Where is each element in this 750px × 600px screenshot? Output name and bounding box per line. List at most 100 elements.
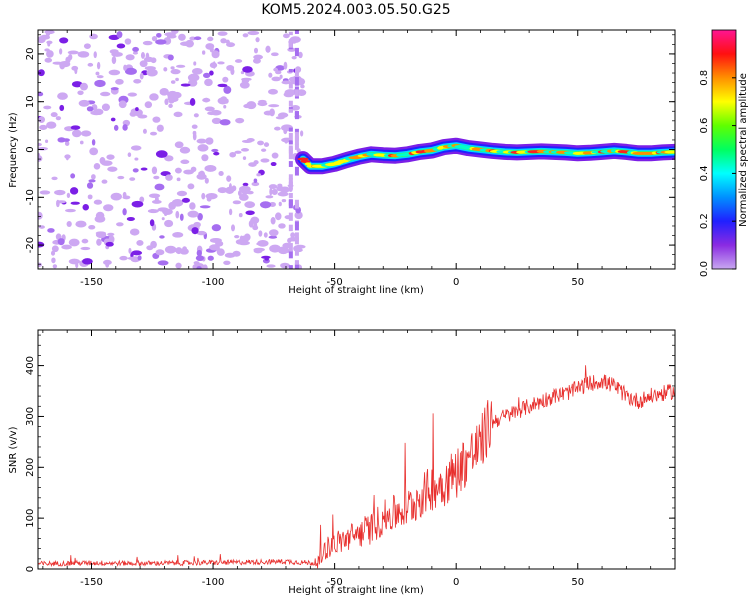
noise-blob xyxy=(234,150,242,154)
noise-blob xyxy=(213,151,220,156)
noise-blob xyxy=(283,61,288,70)
noise-blob xyxy=(71,81,83,88)
noise-blob xyxy=(156,32,162,38)
noise-blob xyxy=(122,191,127,199)
noise-stripe xyxy=(288,100,293,107)
snr-xlabel: Height of straight line (km) xyxy=(288,585,424,596)
noise-blob xyxy=(196,230,207,236)
noise-blob xyxy=(117,175,125,180)
x-tick-label: 0 xyxy=(453,577,459,588)
noise-blob xyxy=(77,51,90,58)
noise-blob xyxy=(269,244,281,253)
noise-blob xyxy=(189,98,196,106)
noise-blob xyxy=(134,157,139,161)
y-tick-label: 400 xyxy=(25,356,36,375)
noise-blob xyxy=(241,77,252,81)
noise-blob xyxy=(209,62,218,69)
noise-blob xyxy=(124,67,137,75)
signal-hotspot xyxy=(664,150,675,154)
snr-panel: -150 -100 -50 0 50 0 100 200 300 400 Height of st… xyxy=(8,329,676,596)
noise-blob xyxy=(107,166,118,172)
noise-blob xyxy=(51,176,58,181)
noise-blob xyxy=(77,90,84,96)
noise-blob xyxy=(226,42,236,48)
noise-stripe xyxy=(288,192,293,199)
noise-blob xyxy=(265,195,274,199)
noise-blob xyxy=(239,185,251,193)
y-tick-label: 0 xyxy=(25,146,36,152)
noise-blob xyxy=(268,104,280,108)
noise-blob xyxy=(159,88,169,96)
noise-blob xyxy=(270,162,277,167)
noise-blob xyxy=(172,200,179,204)
noise-blob xyxy=(139,72,144,80)
noise-blob xyxy=(204,78,213,87)
noise-blob xyxy=(271,52,279,57)
noise-blob xyxy=(250,216,260,224)
noise-blob xyxy=(159,235,165,239)
noise-blob xyxy=(240,148,250,152)
noise-blob xyxy=(167,90,178,99)
noise-blob xyxy=(189,202,196,210)
noise-stripe xyxy=(288,108,293,113)
colorbar-tick-label: 0.6 xyxy=(699,118,710,134)
noise-stripe xyxy=(288,132,293,141)
noise-blob xyxy=(206,196,212,202)
noise-blob xyxy=(124,38,132,45)
noise-blob xyxy=(242,156,247,161)
noise-blob xyxy=(277,191,289,197)
noise-stripe xyxy=(294,89,299,97)
noise-blob xyxy=(257,140,264,146)
noise-blob xyxy=(163,67,168,72)
x-tick-label: -50 xyxy=(326,277,342,288)
noise-blob xyxy=(170,69,181,75)
noise-blob xyxy=(150,131,158,136)
noise-blob xyxy=(253,160,259,165)
noise-blob xyxy=(244,201,256,209)
noise-blob xyxy=(201,192,206,200)
noise-blob xyxy=(231,224,236,232)
noise-blob xyxy=(164,155,174,162)
noise-blob xyxy=(164,98,169,106)
spectrogram-ylabel: Frequency (Hz) xyxy=(8,112,19,188)
noise-blob xyxy=(93,51,97,59)
noise-blob xyxy=(255,37,260,43)
noise-blob xyxy=(62,138,70,142)
noise-blob xyxy=(47,228,55,233)
x-tick-label: 50 xyxy=(571,277,584,288)
noise-blob xyxy=(240,71,245,75)
noise-blob xyxy=(180,159,190,164)
noise-blob xyxy=(232,250,241,257)
noise-blob xyxy=(38,241,45,248)
y-tick-label: -10 xyxy=(25,189,36,205)
noise-blob xyxy=(122,208,127,216)
noise-blob xyxy=(64,140,70,146)
noise-blob xyxy=(164,245,177,254)
noise-blob xyxy=(242,33,249,38)
noise-blob xyxy=(79,82,88,91)
noise-blob xyxy=(45,30,51,37)
noise-blob xyxy=(230,68,235,75)
noise-blob xyxy=(95,211,105,220)
noise-stripe xyxy=(294,264,299,269)
noise-blob xyxy=(50,250,56,256)
noise-blob xyxy=(253,222,258,229)
noise-blob xyxy=(132,46,139,52)
noise-blob xyxy=(128,247,132,254)
noise-blob xyxy=(196,138,207,144)
noise-blob xyxy=(140,167,148,171)
noise-blob xyxy=(100,91,111,97)
noise-stripe xyxy=(294,111,299,116)
noise-blob xyxy=(79,140,84,145)
noise-blob xyxy=(260,158,270,163)
noise-blob xyxy=(205,43,215,50)
noise-blob xyxy=(151,166,158,175)
noise-stripe xyxy=(294,68,299,74)
noise-blob xyxy=(226,175,232,182)
noise-blob xyxy=(80,130,92,137)
noise-blob xyxy=(106,154,115,160)
noise-blob xyxy=(87,62,94,67)
y-tick-label: 20 xyxy=(25,48,36,61)
noise-blob xyxy=(70,201,80,205)
